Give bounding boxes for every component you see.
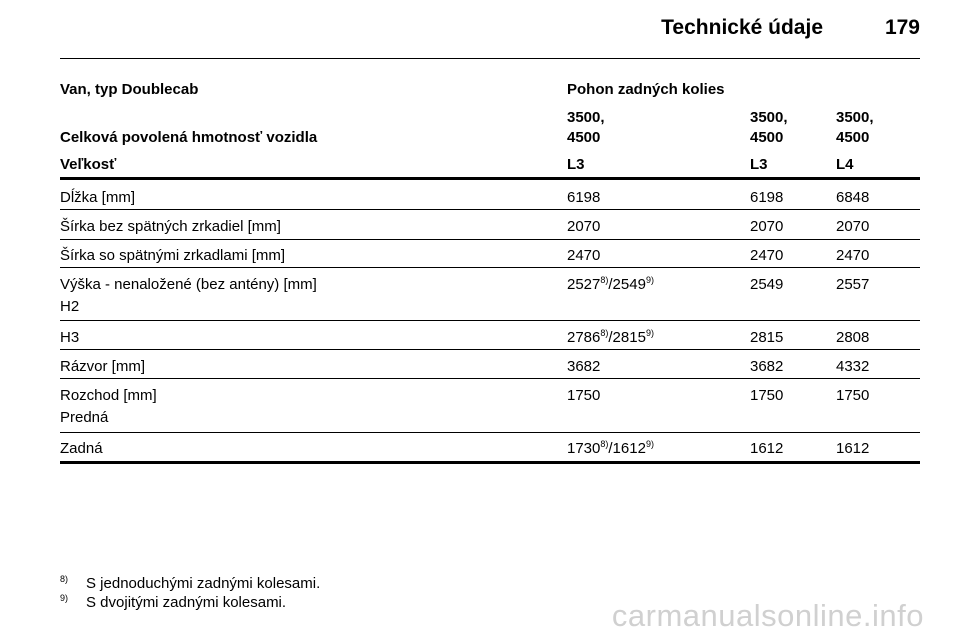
table-row-label: Zadná	[60, 440, 103, 457]
table-row-label: Rozchod [mm]	[60, 387, 157, 404]
row-divider	[60, 378, 920, 379]
header-divider	[60, 58, 920, 59]
table-row-label: Dĺžka [mm]	[60, 189, 135, 206]
table-cell: 17308)/16129)	[567, 439, 654, 458]
gross-weight-label: Celková povolená hmotnosť vozidla	[60, 129, 318, 146]
table-row-label: Výška - nenaložené (bez antény) [mm]	[60, 276, 317, 293]
table-cell: 6198	[567, 189, 601, 206]
page-number: 179	[884, 16, 920, 39]
table-cell: 4332	[836, 358, 870, 375]
row-divider	[60, 349, 920, 350]
size-col-3: L4	[836, 156, 854, 173]
table-cell: 1750	[567, 387, 601, 404]
table-cell: 2470	[567, 247, 601, 264]
footnote-ref: 9)	[645, 275, 654, 285]
table-cell: 1750	[750, 387, 784, 404]
table-cell: 25278)/25499)	[567, 275, 654, 294]
table-cell: 27868)/28159)	[567, 328, 654, 347]
watermark: carmanualsonline.info	[611, 598, 924, 633]
table-row-label: Šírka bez spätných zrkadiel [mm]	[60, 218, 281, 235]
weight-col-1: 3500, 4500	[567, 109, 605, 146]
table-cell: 3682	[567, 358, 601, 375]
table-cell: 2070	[567, 218, 601, 235]
table-cell: 1612	[836, 440, 870, 457]
table-cell: 2470	[750, 247, 784, 264]
row-divider	[60, 267, 920, 268]
table-row-sublabel: H2	[60, 298, 80, 315]
row-divider	[60, 239, 920, 240]
table-cell: 3682	[750, 358, 784, 375]
row-divider	[60, 432, 920, 433]
table-bottom-rule	[60, 461, 920, 464]
footnote-9: 9) S dvojitými zadnými kolesami.	[60, 593, 287, 611]
weight-col-3: 3500, 4500	[836, 109, 874, 146]
size-col-1: L3	[567, 156, 585, 173]
weight-col-2: 3500, 4500	[750, 109, 788, 146]
footnote-8: 8) S jednoduchými zadnými kolesami.	[60, 574, 321, 592]
table-row-label: H3	[60, 329, 80, 346]
table-row-label: Šírka so spätnými zrkadlami [mm]	[60, 247, 286, 264]
table-cell: 2557	[836, 276, 870, 293]
table-row-label: Rázvor [mm]	[60, 358, 146, 375]
table-cell: 2808	[836, 329, 870, 346]
footnote-ref: 8)	[600, 439, 609, 449]
table-cell: 2070	[836, 218, 870, 235]
footnote-ref: 8)	[600, 275, 609, 285]
footnote-ref: 8)	[600, 328, 609, 338]
table-cell: 2549	[750, 276, 784, 293]
header-rule-thick	[60, 177, 920, 180]
table-cell: 1612	[750, 440, 784, 457]
table-cell: 6848	[836, 189, 870, 206]
footnote-ref: 9)	[645, 328, 654, 338]
table-row-sublabel: Predná	[60, 409, 109, 426]
table-cell: 6198	[750, 189, 784, 206]
drive-type-label: Pohon zadných kolies	[567, 81, 725, 98]
size-label: Veľkosť	[60, 156, 117, 173]
row-divider	[60, 209, 920, 210]
vehicle-type-label: Van, typ Doublecab	[60, 81, 199, 98]
footnote-ref: 9)	[645, 439, 654, 449]
size-col-2: L3	[750, 156, 768, 173]
table-cell: 2070	[750, 218, 784, 235]
section-title: Technické údaje	[661, 16, 823, 39]
table-cell: 2815	[750, 329, 784, 346]
table-cell: 1750	[836, 387, 870, 404]
row-divider	[60, 320, 920, 321]
table-cell: 2470	[836, 247, 870, 264]
